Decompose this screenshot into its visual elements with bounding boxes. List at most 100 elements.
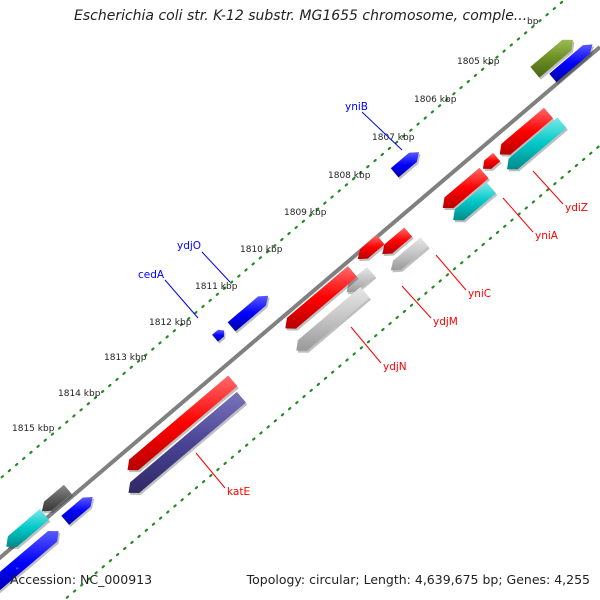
- tick-mark: [596, 145, 600, 149]
- tick-mark: [50, 432, 55, 436]
- tick-mark: [287, 231, 291, 236]
- chromosome-backbone: [0, 45, 600, 561]
- tick-mark: [79, 408, 83, 412]
- tick-mark: [330, 195, 334, 199]
- tick-mark: [187, 492, 192, 496]
- gene-label-yniB[interactable]: yniB: [345, 101, 368, 113]
- tick-mark: [394, 140, 399, 144]
- tick-mark: [309, 388, 313, 393]
- reverse-gene-katE[interactable]: [127, 375, 238, 471]
- tick-mark: [409, 128, 413, 132]
- tick-mark: [460, 261, 464, 265]
- tick-mark: [266, 425, 270, 429]
- other-gene-ydjM[interactable]: [346, 267, 375, 293]
- tick-mark: [459, 85, 463, 90]
- tick-mark: [130, 540, 134, 545]
- tick-mark: [481, 242, 485, 247]
- forward-gene-cedA[interactable]: [212, 329, 225, 342]
- tick-mark: [36, 444, 40, 448]
- tick-mark: [93, 396, 98, 400]
- tick-mark: [352, 352, 356, 356]
- tick-mark: [516, 37, 521, 41]
- tick-mark: [108, 559, 113, 563]
- tick-mark: [523, 31, 528, 35]
- tick-mark: [424, 291, 428, 295]
- cds-ydiZ[interactable]: [507, 117, 567, 170]
- dark-gene[interactable]: [41, 484, 72, 512]
- gene-label-ydjM[interactable]: ydjM: [433, 316, 458, 328]
- callout-line: [502, 197, 534, 233]
- forward-gene-left-b[interactable]: [0, 530, 59, 595]
- reverse-gene-small[interactable]: [482, 152, 501, 169]
- tick-mark: [373, 158, 377, 163]
- tick-mark: [273, 419, 278, 423]
- gene-label-ydiZ[interactable]: ydiZ: [565, 202, 588, 214]
- tick-mark: [589, 151, 593, 155]
- other-gene-ydjN[interactable]: [296, 287, 370, 351]
- reverse-gene-ydjN[interactable]: [285, 266, 357, 329]
- callout-line: [201, 251, 231, 283]
- tick-mark: [517, 212, 521, 216]
- tick-mark: [115, 552, 120, 557]
- gene-label-cedA[interactable]: cedA: [138, 269, 165, 281]
- forward-gene-ydjO[interactable]: [227, 295, 269, 332]
- forward-gene-left-a[interactable]: [61, 497, 93, 525]
- gene-label-ydjO[interactable]: ydjO: [177, 240, 201, 252]
- tick-mark: [230, 455, 235, 459]
- tick-mark: [495, 230, 500, 234]
- gene-features: [0, 39, 594, 595]
- cds-left[interactable]: [6, 509, 49, 547]
- tick-mark: [229, 280, 234, 284]
- topology-summary: Topology: circular; Length: 4,639,675 bp…: [246, 572, 590, 587]
- gene-label-ydjN[interactable]: ydjN: [383, 361, 407, 373]
- scale-labels: bp 1805 kbp 1806 kbp 1807 kbp 1808 kbp 1…: [12, 17, 539, 434]
- olive-gene[interactable]: [530, 39, 573, 78]
- tick-mark: [423, 116, 427, 120]
- tick-mark: [495, 55, 499, 59]
- scale-label: 1807 kbp: [372, 133, 415, 143]
- tick-mark: [208, 298, 212, 303]
- cds-katE[interactable]: [128, 391, 246, 494]
- tick-mark: [546, 188, 550, 192]
- tick-mark: [366, 165, 370, 169]
- tick-mark: [7, 469, 12, 473]
- tick-mark: [574, 163, 579, 168]
- reverse-gene-yniC[interactable]: [382, 227, 413, 255]
- tick-mark: [387, 146, 392, 151]
- tick-mark: [223, 461, 227, 465]
- tick-mark: [538, 19, 542, 23]
- tick-mark: [94, 571, 98, 575]
- forward-gene[interactable]: [549, 44, 593, 83]
- tick-mark: [438, 279, 442, 283]
- tick-mark: [359, 346, 364, 350]
- reverse-gene-ydjM-a[interactable]: [357, 235, 385, 260]
- other-gene-yniC[interactable]: [390, 237, 429, 271]
- tick-mark: [524, 206, 528, 210]
- tick-mark: [186, 317, 191, 321]
- tick-mark: [323, 201, 327, 205]
- tick-mark: [560, 176, 564, 180]
- gene-label-katE[interactable]: katE: [227, 486, 250, 498]
- forward-gene-yniB[interactable]: [390, 152, 420, 178]
- tick-mark: [316, 382, 321, 386]
- gene-label-yniA[interactable]: yniA: [535, 230, 559, 242]
- tick-mark: [315, 207, 320, 211]
- cds-yniA[interactable]: [453, 182, 496, 221]
- tick-mark: [345, 358, 349, 362]
- tick-mark: [359, 171, 363, 175]
- gene-label-yniC[interactable]: yniC: [468, 288, 491, 300]
- tick-mark: [308, 213, 313, 217]
- reverse-gene-ydiZ[interactable]: [499, 107, 554, 155]
- tick-mark: [388, 321, 392, 326]
- tick-mark: [194, 310, 198, 315]
- reverse-gene-labels: ydiZ yniA yniC ydjM ydjN katE: [195, 170, 588, 498]
- scale-label: 1813 kbp: [104, 353, 147, 363]
- tick-mark: [552, 6, 556, 11]
- reverse-gene-yniA[interactable]: [442, 167, 489, 209]
- scale-label: 1812 kbp: [149, 318, 192, 328]
- tick-mark: [194, 486, 199, 490]
- tick-mark: [502, 49, 506, 53]
- tick-mark: [503, 224, 507, 228]
- tick-mark: [144, 528, 149, 532]
